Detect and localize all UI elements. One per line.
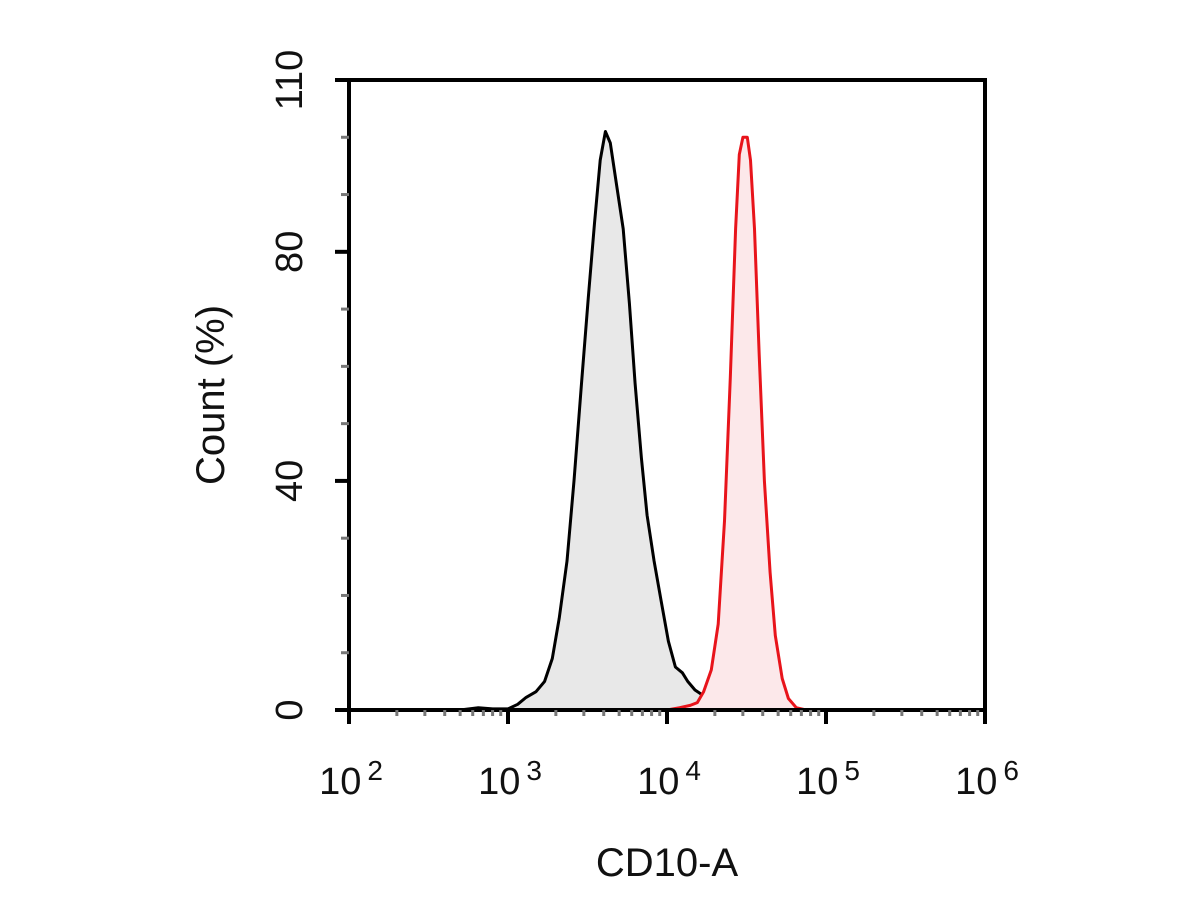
series-1-area	[460, 131, 743, 710]
series-2-line	[666, 135, 807, 712]
x-tick-label: 10 6	[955, 755, 1019, 803]
minor-tick-layer	[341, 135, 980, 716]
y-tick-label: 80	[269, 231, 311, 273]
y-tick-label: 40	[269, 460, 311, 502]
y-tick-label: 110	[269, 50, 311, 111]
x-axis-title: CD10-A	[596, 841, 739, 885]
x-tick-label: 10 3	[478, 755, 542, 803]
y-axis-title: Count (%)	[189, 305, 233, 485]
plot-frame	[347, 78, 987, 712]
x-tick-layer: 10 2 10 3 10 4 10 5 10 6	[319, 710, 1019, 803]
x-tick-label: 10 4	[637, 755, 701, 803]
y-tick-label: 0	[269, 699, 311, 720]
x-tick-label: 10 2	[319, 755, 383, 803]
x-tick-label: 10 5	[796, 755, 860, 803]
series-1-line	[459, 130, 744, 712]
series-2-area	[667, 137, 807, 711]
series-layer	[459, 130, 807, 712]
y-tick-layer: 0 40 80 110	[269, 50, 349, 721]
